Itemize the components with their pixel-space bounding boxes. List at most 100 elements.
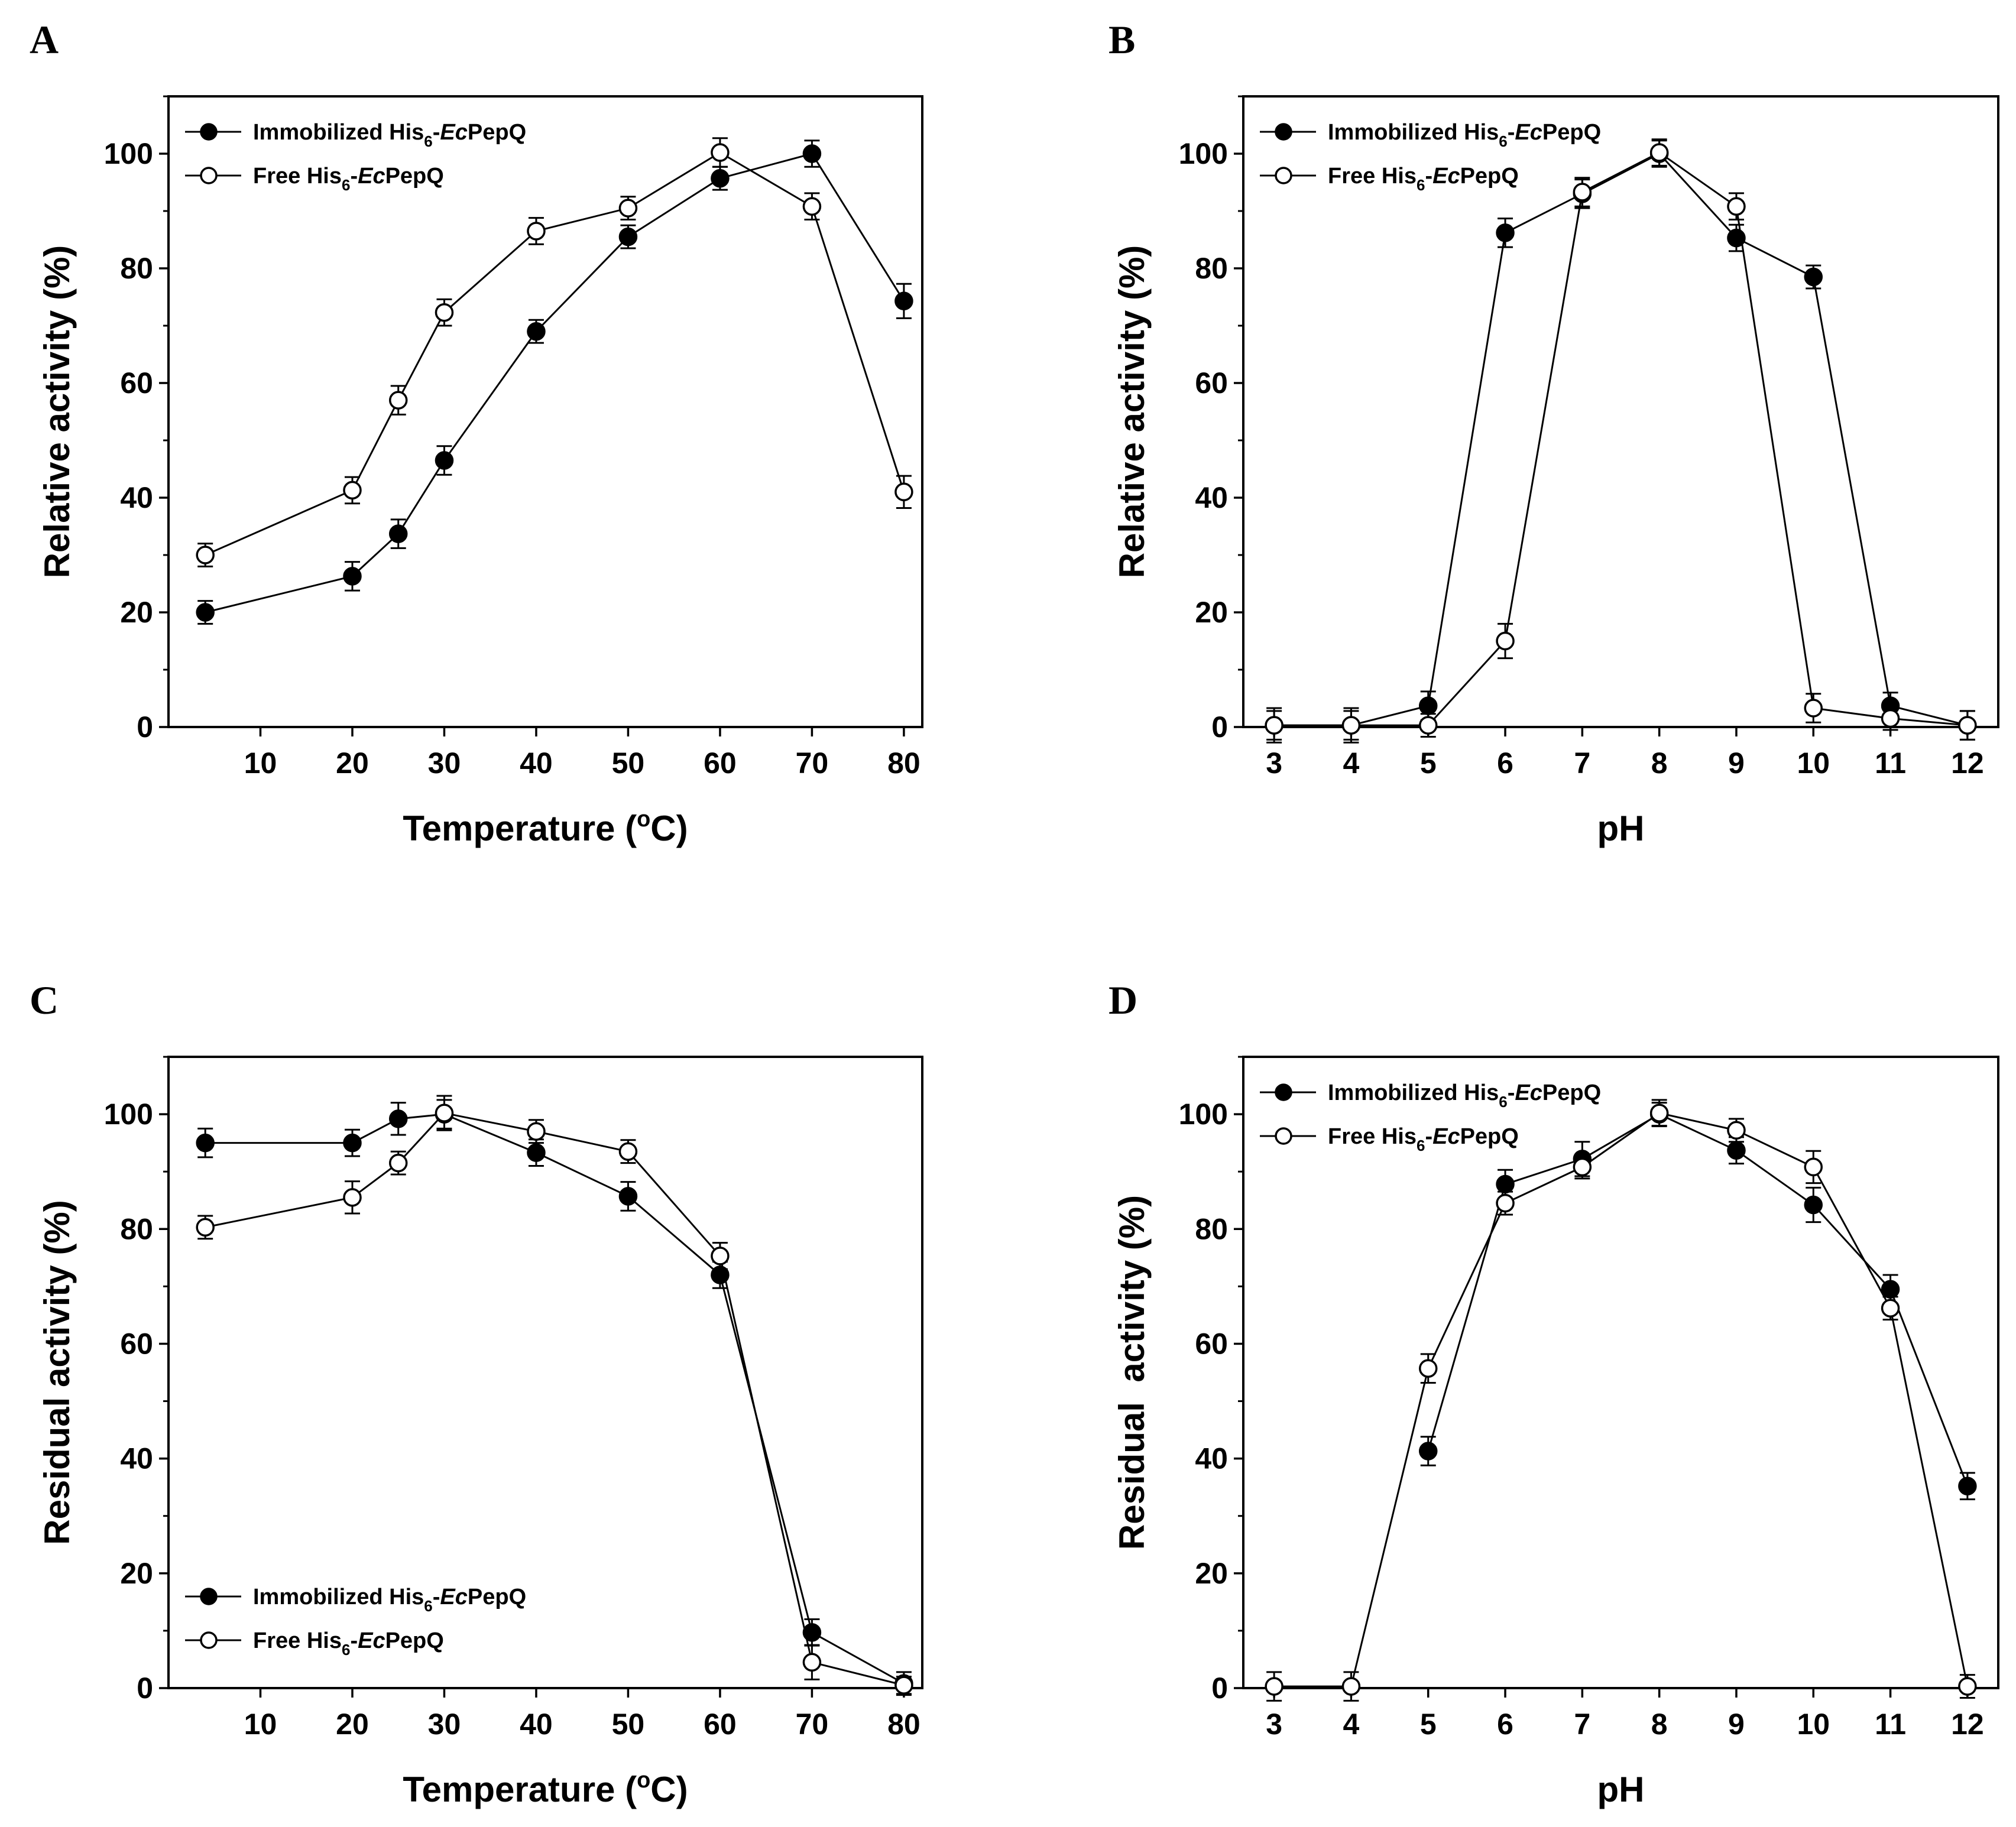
legend-label-dash: - xyxy=(350,164,358,189)
x-axis-label: pH xyxy=(1597,809,1645,848)
legend-label-sub: 6 xyxy=(1499,1093,1507,1111)
y-tick-label: 20 xyxy=(1195,596,1228,629)
y-tick-label: 0 xyxy=(137,1672,153,1705)
series-immobilized xyxy=(196,1099,913,1696)
data-point-filled xyxy=(711,168,730,188)
x-tick-label: 10 xyxy=(1797,747,1830,780)
data-point-open xyxy=(1727,197,1746,216)
data-point-open xyxy=(343,1188,362,1207)
y-axis-label: Residual activity (%) xyxy=(1112,1195,1152,1550)
series-immobilized xyxy=(1265,139,1977,744)
x-tick-label: 3 xyxy=(1266,1708,1282,1741)
data-point-filled xyxy=(527,1143,546,1162)
data-point-open xyxy=(1418,716,1438,735)
x-tick-label: 3 xyxy=(1266,747,1282,780)
legend-label: Immobilized His6-EcPepQ xyxy=(1328,1080,1601,1111)
y-tick-label: 80 xyxy=(1195,1212,1228,1245)
legend-label-dash: - xyxy=(433,120,440,145)
data-point-filled xyxy=(343,567,362,586)
x-tick-label: 30 xyxy=(428,1708,461,1741)
legend-label-prefix: Immobilized His xyxy=(253,1585,424,1609)
x-tick-label: 5 xyxy=(1420,747,1437,780)
data-point-filled xyxy=(802,1623,822,1642)
y-tick-label: 60 xyxy=(1195,1327,1228,1360)
legend-label: Free His6-EcPepQ xyxy=(253,1628,444,1659)
x-tick-label: 6 xyxy=(1497,747,1513,780)
plot-frame xyxy=(167,95,923,728)
legend-marker-open xyxy=(1275,167,1292,184)
data-point-open xyxy=(618,1142,638,1161)
data-point-filled xyxy=(802,144,822,163)
data-point-open xyxy=(1958,1677,1977,1696)
y-axis-label: Relative activity (%) xyxy=(37,245,77,579)
x-tick-label: 12 xyxy=(1951,1708,1984,1741)
x-tick-label: 40 xyxy=(520,1708,553,1741)
x-tick-label: 20 xyxy=(336,747,369,780)
data-point-open xyxy=(711,143,730,162)
legend-label-dash: - xyxy=(1425,164,1432,189)
x-tick-label: 50 xyxy=(612,747,645,780)
data-point-open xyxy=(711,1247,730,1265)
x-axis-label-main: Temperature ( xyxy=(403,809,637,848)
data-point-filled xyxy=(388,1109,408,1128)
data-point-filled xyxy=(388,524,408,543)
x-tick-label: 70 xyxy=(796,747,829,780)
data-point-open xyxy=(1881,1299,1900,1318)
data-point-open xyxy=(343,481,362,500)
data-point-open xyxy=(1265,716,1284,735)
legend-label: Immobilized His6-EcPepQ xyxy=(1328,120,1601,150)
data-point-open xyxy=(618,199,638,218)
legend-marker-open xyxy=(1275,1127,1292,1145)
x-tick-label: 10 xyxy=(244,1708,277,1741)
y-tick-label: 40 xyxy=(120,1442,153,1475)
x-axis-label-main: Temperature ( xyxy=(403,1770,637,1809)
y-axis-label: Residual activity (%) xyxy=(37,1200,77,1545)
data-point-open xyxy=(1341,1677,1361,1696)
data-point-open xyxy=(1573,1157,1592,1177)
series-line xyxy=(205,152,905,614)
plot-frame xyxy=(167,1056,923,1689)
data-point-open xyxy=(802,1653,822,1672)
data-point-filled xyxy=(196,1133,215,1153)
legend-label-italic: Ec xyxy=(440,120,467,145)
data-point-open xyxy=(388,1153,408,1173)
data-point-open xyxy=(1958,716,1977,735)
legend-label-prefix: Free His xyxy=(1328,164,1417,189)
x-tick-label: 30 xyxy=(428,747,461,780)
data-point-open xyxy=(1649,143,1669,162)
x-tick-label: 12 xyxy=(1951,747,1984,780)
series-immobilized xyxy=(1418,1102,1977,1501)
legend-label-prefix: Immobilized His xyxy=(253,120,424,145)
data-point-open xyxy=(1496,631,1515,651)
x-axis-label-tail: C) xyxy=(650,1770,688,1809)
x-tick-label: 11 xyxy=(1875,747,1906,780)
legend-label-italic: Ec xyxy=(1515,1080,1542,1105)
chart-panel-b: B 0 20 40 60 80 100 3 4 5 6 7 8 9 10 11 12 pH Relative act… xyxy=(1109,17,1999,848)
x-tick-label: 9 xyxy=(1728,747,1745,780)
legend-label-italic: Ec xyxy=(1515,120,1542,145)
x-tick-label: 50 xyxy=(612,1708,645,1741)
panel-letter: B xyxy=(1109,17,1135,62)
legend-label-suffix: PepQ xyxy=(1542,1080,1601,1105)
x-tick-label: 8 xyxy=(1651,1708,1668,1741)
series-line xyxy=(1274,1112,1969,1688)
data-point-filled xyxy=(1496,223,1515,242)
data-point-open xyxy=(435,303,454,322)
panel-letter: C xyxy=(30,978,59,1023)
x-tick-label: 11 xyxy=(1875,1708,1906,1741)
x-axis-label-tail: C) xyxy=(650,809,688,848)
x-tick-label: 6 xyxy=(1497,1708,1513,1741)
legend-label: Immobilized His6-EcPepQ xyxy=(253,120,526,150)
x-tick-label: 10 xyxy=(244,747,277,780)
legend-label-prefix: Immobilized His xyxy=(1328,120,1499,145)
x-tick-label: 4 xyxy=(1343,747,1360,780)
data-point-filled xyxy=(618,1187,638,1206)
legend-label-suffix: PepQ xyxy=(1460,1124,1519,1149)
y-tick-label: 40 xyxy=(1195,481,1228,514)
x-axis-label: Temperature (oC) xyxy=(403,1768,688,1809)
legend-marker-open xyxy=(200,1631,218,1649)
y-tick-label: 80 xyxy=(120,252,153,285)
